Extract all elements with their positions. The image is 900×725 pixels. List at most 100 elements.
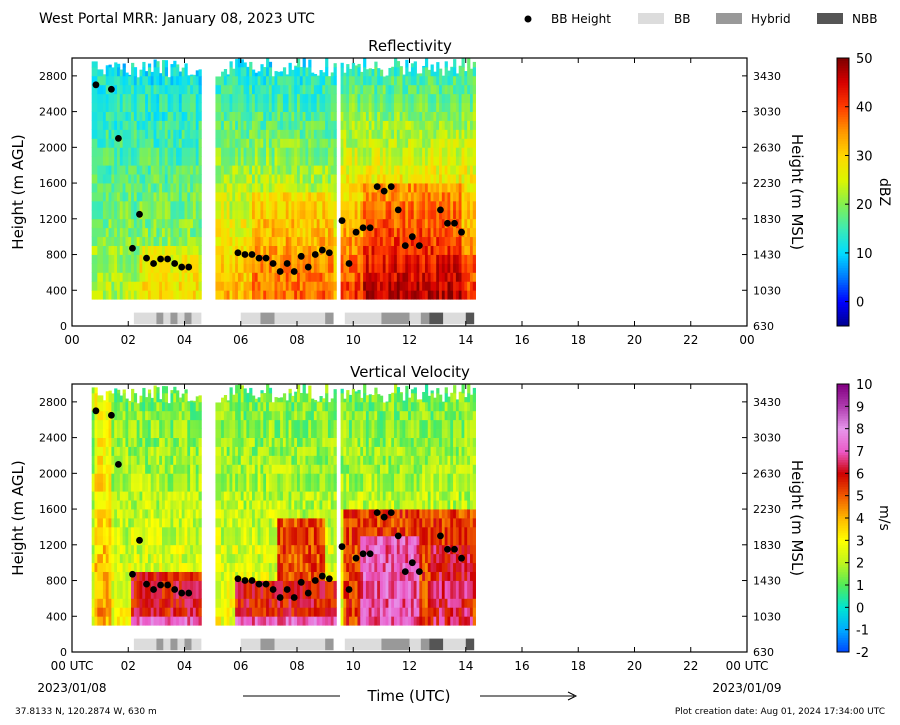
heatmap-cell [162, 263, 166, 273]
heatmap-cell [249, 156, 253, 166]
heatmap-cell [268, 93, 273, 104]
heatmap-cell [147, 281, 152, 291]
heatmap-cell [176, 236, 180, 246]
heatmap-cell [235, 509, 239, 519]
heatmap-cell [164, 473, 169, 483]
heatmap-cell [164, 464, 169, 474]
heatmap-cell [363, 192, 367, 202]
heatmap-cell [371, 120, 375, 130]
heatmap-cell [167, 218, 171, 229]
heatmap-cell [444, 290, 448, 300]
heatmap-cell [156, 147, 160, 157]
heatmap-cell [319, 138, 323, 148]
heatmap-cell [223, 93, 228, 104]
heatmap-cell [195, 589, 199, 599]
heatmap-cell [133, 138, 138, 148]
heatmap-cell [184, 84, 188, 95]
heatmap-cell [100, 69, 104, 77]
heatmap-cell [271, 290, 275, 300]
legend-bb-swatch [638, 13, 664, 24]
heatmap-cell [170, 183, 174, 193]
heatmap-cell [147, 562, 152, 572]
heatmap-cell [388, 67, 392, 77]
heatmap-cell [215, 500, 219, 510]
heatmap-cell [170, 218, 174, 229]
heatmap-cell [351, 138, 356, 148]
colorbar-step [837, 62, 849, 66]
heatmap-cell [240, 553, 244, 564]
heatmap-cell [235, 580, 239, 590]
heatmap-cell [108, 272, 112, 282]
heatmap-cell [249, 102, 253, 112]
heatmap-cell [181, 562, 185, 572]
colorbar-step [837, 145, 849, 149]
heatmap-cell [164, 428, 169, 438]
heatmap-cell [396, 272, 401, 282]
heatmap-cell [280, 129, 284, 139]
heatmap-cell [102, 400, 107, 403]
heatmap-cell [218, 120, 222, 130]
heatmap-cell [322, 93, 326, 104]
heatmap-cell [365, 281, 370, 291]
heatmap-cell [94, 419, 98, 430]
heatmap-cell [94, 165, 98, 175]
heatmap-cell [371, 129, 375, 139]
heatmap-cell [145, 553, 149, 564]
heatmap-cell [416, 84, 420, 95]
heatmap-cell [266, 236, 270, 246]
heatmap-cell [119, 589, 124, 599]
heatmap-cell [343, 236, 347, 246]
heatmap-cell [246, 263, 250, 273]
heatmap-cell [316, 272, 320, 282]
heatmap-cell [139, 84, 143, 95]
heatmap-cell [122, 535, 126, 546]
heatmap-cell [444, 174, 448, 184]
heatmap-cell [195, 263, 199, 273]
heatmap-cell [192, 473, 197, 483]
heatmap-cell [119, 410, 124, 421]
heatmap-cell [139, 254, 143, 264]
heatmap-cell [136, 138, 140, 148]
heatmap-cell [125, 401, 129, 412]
heatmap-cell [147, 535, 152, 546]
heatmap-cell [133, 218, 138, 229]
heatmap-cell [111, 455, 115, 465]
heatmap-cell [122, 389, 126, 394]
heatmap-cell [128, 400, 132, 403]
heatmap-cell [117, 93, 121, 104]
heatmap-cell [147, 209, 152, 220]
heatmap-cell [410, 129, 415, 139]
heatmap-cell [436, 111, 440, 121]
heatmap-cell [136, 218, 140, 229]
heatmap-cell [108, 245, 112, 255]
heatmap-cell [240, 544, 244, 555]
colorbar-step [837, 114, 849, 117]
heatmap-cell [294, 66, 298, 77]
heatmap-cell [467, 58, 471, 68]
heatmap-cell [436, 93, 440, 104]
heatmap-cell [254, 236, 259, 246]
heatmap-cell [173, 544, 177, 555]
heatmap-cell [266, 138, 270, 148]
heatmap-cell [192, 74, 197, 77]
heatmap-cell [363, 138, 367, 148]
heatmap-cell [181, 571, 185, 581]
heatmap-cell [178, 473, 183, 483]
heatmap-cell [271, 183, 275, 193]
heatmap-cell [299, 183, 304, 193]
colorbar-step [837, 160, 849, 164]
colorbar-step [837, 116, 849, 120]
heatmap-cell [181, 165, 185, 175]
heatmap-cell [308, 236, 312, 246]
heatmap-cell [260, 156, 264, 166]
heatmap-cell [192, 437, 197, 447]
heatmap-cell [190, 571, 194, 581]
heatmap-cell [122, 84, 126, 95]
heatmap-cell [119, 183, 124, 193]
heatmap-cell [257, 156, 261, 166]
heatmap-cell [424, 138, 429, 148]
heatmap-cell [288, 209, 292, 220]
heatmap-cell [232, 200, 236, 211]
heatmap-cell [173, 518, 177, 528]
heatmap-cell [368, 192, 372, 202]
